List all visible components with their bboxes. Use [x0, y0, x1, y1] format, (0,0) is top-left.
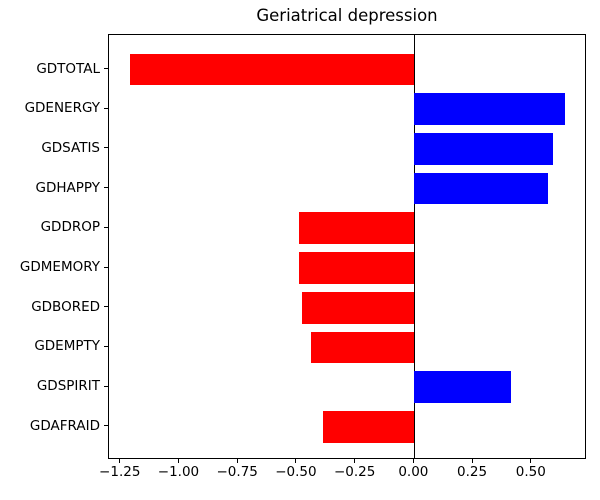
y-tick-label-gdhappy: GDHAPPY [35, 179, 100, 196]
y-tick-mark [104, 187, 108, 189]
x-tick-label: 0.50 [515, 464, 546, 480]
bar-gdsatis [414, 133, 553, 165]
x-tick-mark [119, 459, 121, 463]
bar-gdhappy [414, 172, 549, 205]
y-tick-label-gdenergy: GDENERGY [24, 100, 100, 117]
y-tick-mark [104, 68, 108, 69]
x-tick-label: −0.75 [216, 464, 258, 480]
x-tick-mark [177, 459, 179, 463]
y-tick-label-gdempty: GDEMPTY [34, 338, 100, 355]
bar-gdafraid [322, 410, 415, 443]
y-tick-label-gdmemory: GDMEMORY [19, 259, 100, 275]
y-tick-mark [104, 345, 108, 347]
x-tick-mark [471, 459, 473, 463]
y-tick-label-gdbored: GDBORED [31, 298, 100, 315]
x-tick-label: 0.00 [398, 464, 429, 480]
bar-gdspirit [414, 371, 511, 403]
x-tick-label: −0.50 [275, 464, 317, 480]
y-tick-label-gdtotal: GDTOTAL [36, 60, 100, 77]
y-tick-mark [104, 147, 108, 149]
x-tick-label: −1.00 [157, 464, 200, 480]
y-tick-mark [104, 107, 108, 109]
bar-gdtotal [130, 53, 415, 86]
y-tick-mark [104, 306, 108, 308]
x-tick-mark [236, 459, 238, 463]
bar-gddrop [299, 212, 415, 245]
y-tick-mark [104, 425, 108, 427]
y-tick-label-gdsatis: GDSATIS [41, 139, 100, 156]
x-tick-mark [530, 459, 532, 463]
y-tick-label-gdafraid: GDAFRAID [29, 417, 100, 434]
x-tick-label: −1.25 [99, 464, 141, 480]
y-tick-mark [104, 266, 108, 268]
y-tick-label-gdspirit: GDSPIRIT [36, 378, 100, 395]
bar-gdmemory [299, 252, 415, 284]
bar-gdenergy [414, 93, 565, 126]
bar-gdempty [311, 331, 415, 364]
bar-gdbored [301, 291, 415, 324]
x-tick-label: 0.25 [457, 464, 488, 480]
y-tick-mark [104, 226, 108, 228]
x-tick-mark [295, 459, 297, 463]
chart-title: Geriatrical depression [256, 6, 438, 25]
x-tick-mark [412, 459, 414, 463]
x-tick-mark [354, 459, 356, 463]
x-tick-label: −0.25 [333, 464, 376, 480]
plot-area [108, 34, 586, 459]
zero-axis-line [413, 35, 416, 458]
y-tick-mark [104, 385, 108, 387]
y-tick-label-gddrop: GDDROP [40, 219, 100, 236]
